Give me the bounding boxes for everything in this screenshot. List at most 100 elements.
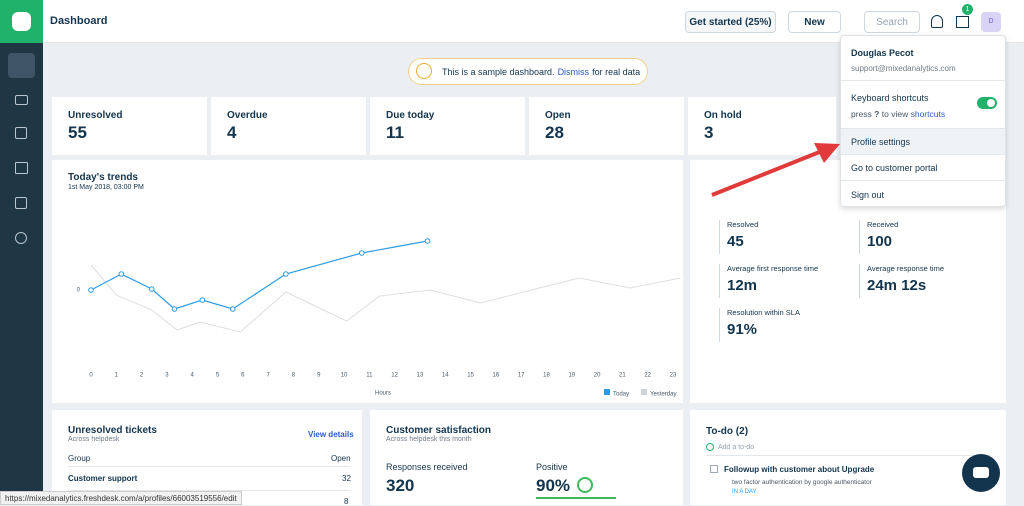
card-title: Unresolved tickets <box>68 425 157 436</box>
summary-label: Average response time <box>867 264 944 273</box>
get-started-button[interactable]: Get started (25%) <box>685 11 776 33</box>
nav-tickets[interactable] <box>15 95 28 105</box>
x-tick-label: 13 <box>417 373 424 379</box>
view-details-link[interactable]: View details <box>308 430 354 439</box>
dismiss-link[interactable]: Dismiss <box>557 66 590 77</box>
nav-solutions[interactable] <box>15 162 28 174</box>
series-line <box>90 264 681 333</box>
stat-card: Due today 11 <box>370 97 525 155</box>
user-email: support@mixedanalytics.com <box>851 64 956 73</box>
badge: 1 <box>962 4 973 15</box>
x-tick-label: 17 <box>518 373 525 379</box>
x-tick-label: 20 <box>594 373 601 379</box>
x-tick-label: 23 <box>670 373 677 379</box>
x-tick-label: 11 <box>366 373 373 379</box>
summary-divider <box>719 308 720 342</box>
summary-value: 24m 12s <box>867 277 927 294</box>
x-tick-label: 8 <box>292 373 296 379</box>
row-group: Customer support <box>68 474 138 483</box>
banner-rest: for real data <box>592 66 641 77</box>
point <box>229 306 236 312</box>
positive-label: Positive <box>536 462 568 472</box>
point <box>148 286 155 292</box>
x-tick-label: 12 <box>391 373 398 379</box>
nav-reports[interactable] <box>15 197 27 209</box>
customer-portal[interactable]: Go to customer portal <box>851 163 938 173</box>
stat-card: Overdue 4 <box>211 97 366 155</box>
sign-out[interactable]: Sign out <box>851 190 885 200</box>
stat-label: Open <box>545 110 571 121</box>
stat-value: 28 <box>545 123 564 142</box>
x-tick-label: 10 <box>341 373 348 379</box>
todo-card: To-do (2) Add a to-do Followup with cust… <box>690 410 1006 505</box>
press: press <box>851 109 872 119</box>
point <box>199 297 206 303</box>
status-bar: https://mixedanalytics.freshdesk.com/a/p… <box>0 491 242 505</box>
unresolved-card: Unresolved tickets Across helpdesk View … <box>52 410 362 506</box>
stat-value: 11 <box>386 123 404 142</box>
user-name: Douglas Pecot <box>851 48 914 58</box>
toggle[interactable] <box>977 97 997 109</box>
info-icon <box>416 63 432 79</box>
summary-label: Received <box>867 220 899 229</box>
add-todo[interactable]: Add a to-do <box>718 444 755 451</box>
stat-value: 4 <box>227 123 237 142</box>
avatar[interactable]: D <box>981 12 1001 32</box>
summary-divider <box>859 264 860 298</box>
card-subtitle: Across helpdesk <box>68 436 120 443</box>
summary-value: 12m <box>727 277 758 294</box>
y-tick-label: 0 <box>77 288 81 294</box>
x-tick-label: 0 <box>89 373 93 379</box>
annotation-arrow <box>711 143 840 197</box>
nav-settings[interactable] <box>15 232 27 244</box>
x-tick-label: 5 <box>216 373 220 379</box>
chat-button[interactable] <box>962 454 1000 492</box>
smiley <box>577 477 593 493</box>
new-button[interactable]: New <box>788 11 841 33</box>
series-line <box>90 240 428 310</box>
x-tick-label: 16 <box>493 373 500 379</box>
legend-swatch <box>604 389 610 395</box>
stat-value: 3 <box>704 123 714 142</box>
gift-icon[interactable] <box>956 16 969 28</box>
point <box>283 271 289 277</box>
shortcut-hint: press ? to view shortcuts <box>841 109 1006 119</box>
stat-label: Due today <box>386 110 435 121</box>
legend-label: Today <box>613 392 629 398</box>
x-tick-label: 1 <box>115 373 119 379</box>
todo-detail: two factor authentication by google auth… <box>732 479 872 486</box>
nav-dashboard[interactable] <box>8 53 35 78</box>
todo-tag: IN A DAY <box>732 489 757 495</box>
trends-subtitle: 1st May 2018, 03:00 PM <box>68 184 144 191</box>
x-tick-label: 9 <box>317 373 321 379</box>
shortcuts-link[interactable]: shortcuts <box>910 109 946 119</box>
keyboard-shortcuts: Keyboard shortcuts <box>851 93 929 103</box>
x-tick-label: 19 <box>568 373 575 379</box>
point <box>358 250 365 256</box>
x-tick-label: 22 <box>644 373 651 379</box>
key: ? <box>874 109 880 119</box>
summary-value: 91% <box>727 321 758 338</box>
trends-title: Today's trends <box>68 172 138 183</box>
stat-label: Unresolved <box>68 110 123 121</box>
summary-label: Average first response time <box>727 264 819 273</box>
positive-value: 90% <box>536 476 571 495</box>
todo-checkbox[interactable] <box>710 465 718 473</box>
legend-swatch <box>641 389 647 395</box>
profile-dropdown: Douglas Pecot support@mixedanalytics.com… <box>840 35 1006 207</box>
positive-bar <box>536 497 616 499</box>
x-tick-label: 14 <box>442 373 449 379</box>
point <box>88 287 94 293</box>
search-button[interactable]: Search <box>864 11 920 33</box>
summary-divider <box>719 220 720 254</box>
trends-chart: 0 1 2 3 4 5 6 7 8 9 10 11 12 13 14 15 16 17 18 19 20 21 22 230H… <box>77 238 681 398</box>
logo[interactable] <box>0 0 43 43</box>
profile-settings[interactable]: Profile settings <box>851 137 911 147</box>
notifications-icon[interactable] <box>931 15 943 28</box>
satisfaction-card: Customer satisfaction Across helpdesk th… <box>370 410 683 505</box>
nav-contacts[interactable] <box>15 127 27 139</box>
card-title: To-do (2) <box>706 426 749 437</box>
trends-card: Today's trends 1st May 2018, 03:00 PM 0 1… <box>52 160 683 403</box>
